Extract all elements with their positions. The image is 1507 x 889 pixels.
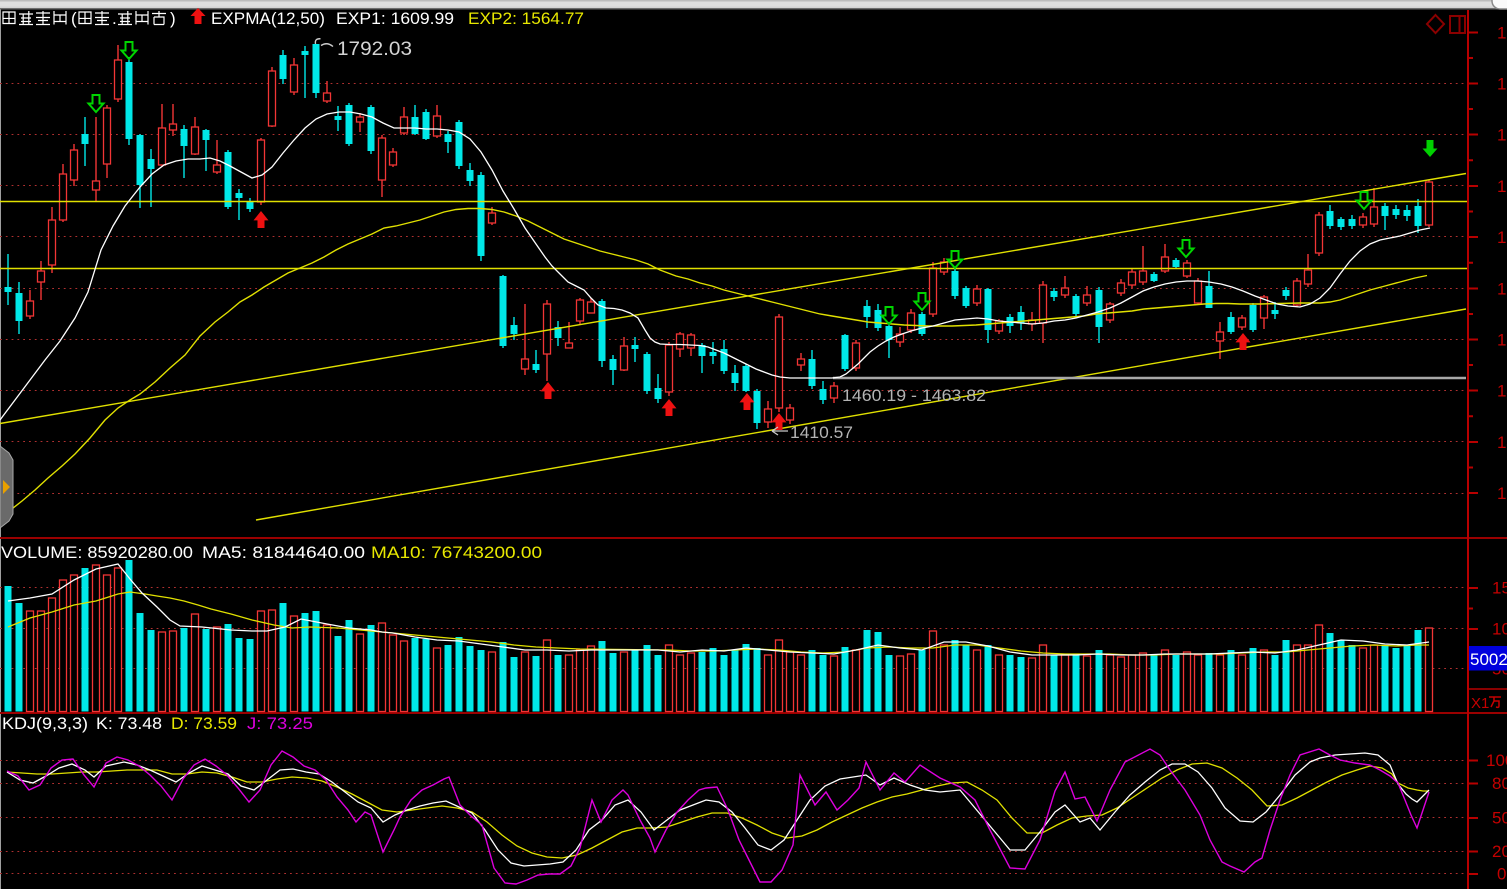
svg-text:VOLUME: 85920280.00: VOLUME: 85920280.00 [1,543,193,562]
svg-text:150: 150 [1492,579,1507,598]
svg-text:100: 100 [1486,751,1507,770]
svg-text:17: 17 [1497,75,1507,94]
svg-text:1792.03: 1792.03 [337,39,412,60]
svg-text:16: 16 [1497,177,1507,196]
svg-text:EXPMA(12,50): EXPMA(12,50) [211,9,325,28]
svg-text:15: 15 [1497,331,1507,350]
svg-text:X1: X1 [1471,695,1489,712]
svg-text:KDJ(9,3,3): KDJ(9,3,3) [2,714,88,733]
svg-text:1460.19 - 1463.82: 1460.19 - 1463.82 [842,386,986,405]
svg-text:EXP1: 1609.99: EXP1: 1609.99 [336,9,454,28]
svg-text:D: 73.59: D: 73.59 [171,714,237,733]
svg-text:0: 0 [1497,865,1506,884]
svg-text:17: 17 [1497,126,1507,145]
svg-text:1410.57: 1410.57 [790,423,853,442]
svg-text:80: 80 [1492,774,1507,793]
svg-text:14: 14 [1497,433,1507,452]
svg-text:15: 15 [1497,280,1507,299]
svg-text:.: . [112,9,117,28]
svg-text:MA5: 81844640.00: MA5: 81844640.00 [202,543,365,562]
svg-text:16: 16 [1497,228,1507,247]
svg-text:100: 100 [1492,620,1507,639]
svg-text:14: 14 [1497,382,1507,401]
svg-text:): ) [170,9,176,28]
svg-text:50: 50 [1492,809,1507,828]
svg-text:(: ( [71,9,77,28]
svg-text:18: 18 [1497,24,1507,43]
svg-text:MA10: 76743200.00: MA10: 76743200.00 [371,543,542,562]
svg-text:EXP2: 1564.77: EXP2: 1564.77 [468,9,584,28]
svg-text:20: 20 [1492,842,1507,861]
svg-text:J: 73.25: J: 73.25 [247,714,313,733]
svg-text:K: 73.48: K: 73.48 [96,714,162,733]
svg-text:13: 13 [1497,484,1507,503]
svg-text:5002: 5002 [1470,650,1507,669]
